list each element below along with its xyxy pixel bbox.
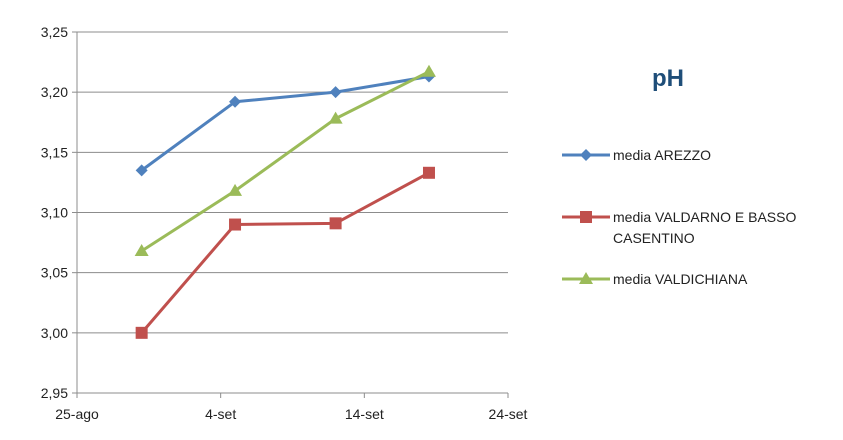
legend-swatch-marker: [580, 211, 592, 223]
legend-label: media AREZZO: [613, 147, 711, 163]
legend-swatch-marker: [579, 272, 593, 284]
data-point: [329, 86, 342, 99]
series-line: [140, 171, 430, 334]
legend-label: CASENTINO: [613, 230, 695, 246]
y-tick-label: 3,05: [41, 265, 68, 281]
series-layer: [134, 64, 436, 339]
legend-entry-3: media VALDICHIANA: [562, 271, 748, 287]
y-tick-label: 3,15: [41, 144, 68, 160]
data-point: [421, 64, 436, 77]
x-tick-label: 25-ago: [55, 406, 99, 422]
series-1: [135, 70, 435, 177]
series-line: [140, 70, 430, 253]
y-tick-label: 3,25: [41, 24, 68, 40]
x-tick-label: 14-set: [345, 406, 384, 422]
series-2: [135, 166, 435, 339]
legend-swatch-marker: [580, 149, 592, 161]
legend-entry-1: media AREZZO: [562, 147, 711, 163]
series-3: [134, 64, 436, 257]
data-point: [422, 166, 435, 179]
data-point: [328, 111, 343, 124]
data-point: [329, 217, 342, 230]
data-point: [229, 218, 242, 231]
x-tick-label: 24-set: [489, 406, 528, 422]
chart-title: pH: [652, 65, 684, 92]
legend-label: media VALDICHIANA: [613, 271, 748, 287]
legend-entry-2: media VALDARNO E BASSO CASENTINO: [562, 209, 796, 246]
y-tick-label: 3,20: [41, 84, 68, 100]
y-tick-label: 3,10: [41, 205, 68, 221]
legend-label: media VALDARNO E BASSO: [613, 209, 796, 225]
legend: media AREZZO media VALDARNO E BASSO CASENT…: [562, 147, 796, 287]
axis-layer: 2,95 3,00 3,05 3,10 3,15 3,20 3,25 25-ago 4-set 1…: [41, 24, 528, 422]
x-tick-label: 4-set: [205, 406, 236, 422]
data-point: [228, 183, 243, 196]
data-point: [135, 326, 148, 339]
y-tick-label: 2,95: [41, 385, 68, 401]
data-point: [135, 164, 148, 177]
y-tick-label: 3,00: [41, 325, 68, 341]
grid-layer: [77, 31, 508, 334]
data-point: [229, 95, 242, 108]
series-line: [140, 75, 430, 172]
data-point: [134, 244, 149, 257]
